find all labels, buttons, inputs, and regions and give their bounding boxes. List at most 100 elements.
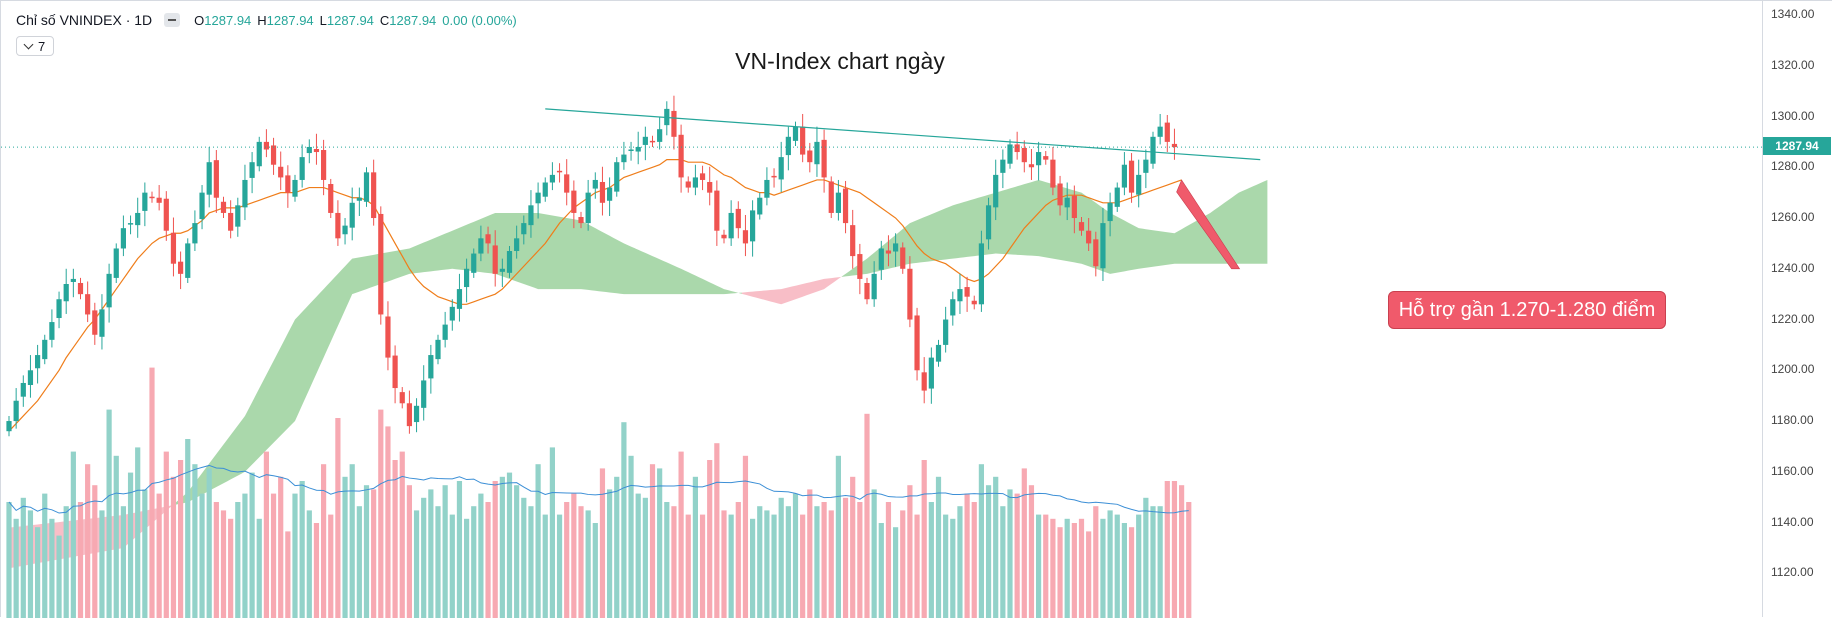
volume-bar xyxy=(371,489,377,618)
candle-body xyxy=(771,175,777,178)
volume-bar xyxy=(20,497,26,618)
callout-pointer xyxy=(1176,179,1241,270)
candle-body xyxy=(699,173,706,180)
candle-body xyxy=(6,421,12,432)
volume-bar xyxy=(571,493,577,618)
candle-body xyxy=(542,182,548,197)
volume-bar xyxy=(964,493,970,618)
volume-bar xyxy=(771,514,777,618)
candle-body xyxy=(363,172,370,202)
volume-bar xyxy=(242,493,248,618)
support-callout: Hỗ trợ gần 1.270-1.280 điểm xyxy=(1388,291,1666,329)
candle-body xyxy=(1050,159,1056,188)
volume-bar xyxy=(1128,527,1135,618)
chevron-down-icon xyxy=(23,39,34,49)
volume-bar xyxy=(885,502,892,618)
volume-bar xyxy=(478,493,484,618)
volume-bar xyxy=(657,468,663,618)
volume-bar xyxy=(342,476,348,618)
low-label: L xyxy=(319,12,327,28)
candle-body xyxy=(621,154,627,163)
volume-bar xyxy=(70,451,76,618)
candle-body xyxy=(42,339,48,360)
volume-bar xyxy=(728,514,734,618)
candle-body xyxy=(378,213,384,315)
candle-body xyxy=(764,179,770,198)
price-tick: 1180.00 xyxy=(1771,413,1814,428)
volume-bar xyxy=(399,451,405,618)
candle-body xyxy=(27,370,34,386)
volume-ma-line xyxy=(8,464,1189,514)
candle-body xyxy=(735,208,741,229)
volume-bar xyxy=(1186,502,1192,618)
candle-body xyxy=(313,148,320,153)
candle-body xyxy=(478,238,484,254)
candle-body xyxy=(657,129,663,142)
volume-bar xyxy=(449,514,455,618)
candle-body xyxy=(671,110,677,137)
candle-body xyxy=(270,145,277,165)
chart-plot[interactable] xyxy=(1,1,1763,618)
volume-bar xyxy=(1114,514,1120,618)
volume-bar xyxy=(299,481,305,618)
candle-body xyxy=(599,181,606,203)
volume-bar xyxy=(1157,506,1163,618)
candle-body xyxy=(435,339,441,360)
candle-body xyxy=(1121,164,1127,188)
volume-bar xyxy=(428,489,434,618)
candle-body xyxy=(792,126,799,141)
volume-bar xyxy=(113,455,119,618)
candle-body xyxy=(135,212,141,226)
volume-bar xyxy=(106,409,112,618)
candle-body xyxy=(63,284,69,302)
indicators-count: 7 xyxy=(38,38,46,54)
candle-body xyxy=(885,250,892,254)
last-price-label: 1287.94 xyxy=(1763,137,1831,156)
volume-bar xyxy=(649,464,656,618)
volume-bar xyxy=(56,535,62,618)
candle-body xyxy=(778,157,784,180)
candle-body xyxy=(1100,223,1106,269)
symbol-title[interactable]: Chỉ số VNINDEX · 1D xyxy=(16,12,153,28)
volume-bar xyxy=(1057,527,1063,618)
price-tick: 1140.00 xyxy=(1771,514,1814,529)
candle-body xyxy=(900,247,906,269)
ichimoku-cloud-bearish xyxy=(9,504,174,569)
volume-bar xyxy=(528,506,534,618)
volume-bar xyxy=(935,476,942,618)
candle-body xyxy=(928,357,934,389)
candle-body xyxy=(914,315,920,371)
volume-bar xyxy=(199,493,205,618)
price-tick: 1240.00 xyxy=(1771,260,1815,275)
volume-bar xyxy=(578,506,584,618)
volume-bar xyxy=(714,443,720,618)
volume-bar xyxy=(835,455,841,618)
candle-body xyxy=(256,141,262,167)
candle-body xyxy=(714,190,720,231)
volume-bar xyxy=(1171,481,1178,618)
volume-bar xyxy=(735,502,741,618)
candle-body xyxy=(1064,197,1070,208)
candle-body xyxy=(185,243,191,278)
volume-bar xyxy=(306,510,312,618)
volume-bar xyxy=(535,464,541,618)
volume-bar xyxy=(435,506,441,618)
volume-bar xyxy=(249,472,255,618)
volume-bar xyxy=(900,510,906,618)
candle-body xyxy=(163,198,169,231)
volume-bar xyxy=(750,518,756,618)
visibility-toggle-icon[interactable] xyxy=(164,13,181,27)
candle-body xyxy=(485,234,491,244)
candle-body xyxy=(649,140,656,143)
candle-body xyxy=(156,197,162,203)
candle-body xyxy=(492,245,498,274)
volume-bar xyxy=(328,514,334,618)
candle-body xyxy=(99,309,105,337)
volume-bar xyxy=(921,460,927,618)
volume-bar xyxy=(642,497,648,618)
candle-body xyxy=(285,175,291,193)
indicators-toggle-button[interactable]: 7 xyxy=(16,36,55,56)
candle-body xyxy=(242,179,248,208)
price-axis[interactable]: 1340.00 1320.00 1300.00 1280.00 1260.00 1240.… xyxy=(1762,0,1832,617)
